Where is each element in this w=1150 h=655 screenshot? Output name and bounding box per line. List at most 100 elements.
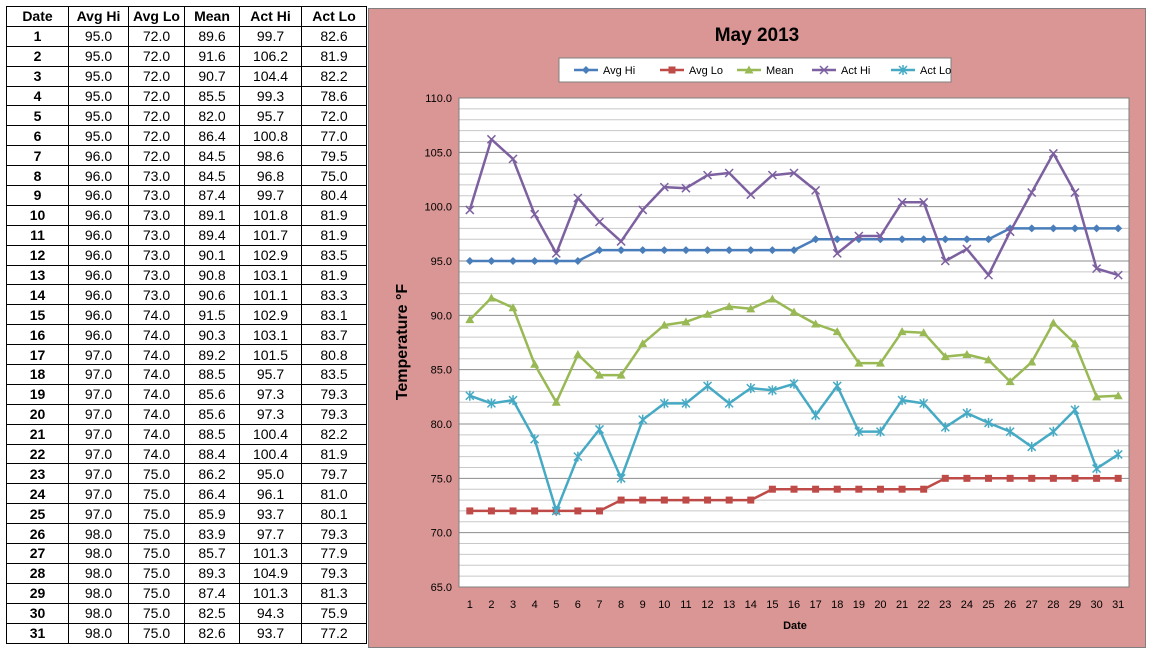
cell-avg-lo: 72.0 <box>128 125 185 147</box>
x-tick-label: 14 <box>745 599 757 611</box>
data-point <box>1114 474 1122 482</box>
cell-act-lo: 81.9 <box>301 224 367 246</box>
cell-act-lo: 78.6 <box>301 85 367 107</box>
legend-item: Act Lo <box>891 65 951 77</box>
cell-act-hi: 99.3 <box>239 85 302 107</box>
cell-mean: 88.5 <box>184 364 240 385</box>
data-point <box>530 257 539 265</box>
data-point <box>617 246 626 255</box>
data-point <box>638 205 648 215</box>
data-point <box>941 474 949 482</box>
cell-avg-hi: 96.0 <box>68 165 129 187</box>
cell-mean: 84.5 <box>184 165 240 187</box>
data-point <box>638 339 648 348</box>
table-header-row: Date Avg Hi Avg Lo Mean Act Hi Act Lo <box>6 6 367 27</box>
legend-marker <box>744 65 754 74</box>
cell-avg-lo: 74.0 <box>128 304 185 326</box>
x-tick-label: 18 <box>831 599 843 611</box>
data-point <box>940 256 950 266</box>
cell-act-hi: 101.3 <box>239 543 302 564</box>
cell-act-lo: 82.2 <box>301 65 367 87</box>
x-axis-label: Date <box>783 620 807 632</box>
cell-date: 19 <box>6 383 69 405</box>
cell-act-lo: 77.2 <box>301 622 367 644</box>
legend-marker <box>898 65 908 75</box>
legend-label: Mean <box>766 65 794 77</box>
cell-avg-lo: 74.0 <box>128 344 185 366</box>
cell-act-lo: 79.7 <box>301 463 367 485</box>
cell-act-lo: 82.2 <box>301 423 367 445</box>
data-point <box>876 485 884 493</box>
data-point <box>897 395 907 406</box>
data-point <box>724 398 734 409</box>
cell-avg-lo: 75.0 <box>128 602 185 624</box>
table-row: 15 96.0 74.0 91.5 102.9 83.1 <box>6 304 367 326</box>
data-point <box>941 235 950 244</box>
cell-date: 9 <box>6 185 69 206</box>
temperature-chart: 65.070.075.080.085.090.095.0100.0105.011… <box>394 25 1130 632</box>
data-point <box>1049 474 1057 482</box>
cell-avg-hi: 95.0 <box>68 85 129 107</box>
data-point <box>465 390 475 401</box>
cell-date: 7 <box>6 145 69 167</box>
table-row: 7 96.0 72.0 84.5 98.6 79.5 <box>6 145 367 167</box>
data-point <box>746 304 756 313</box>
table-row: 3 95.0 72.0 90.7 104.4 82.2 <box>6 65 367 87</box>
data-point <box>811 410 821 421</box>
table-row: 12 96.0 73.0 90.1 102.9 83.5 <box>6 244 367 266</box>
x-tick-label: 29 <box>1069 599 1081 611</box>
chart-title: May 2013 <box>715 25 800 46</box>
x-tick-label: 21 <box>896 599 908 611</box>
cell-mean: 85.5 <box>184 85 240 107</box>
legend-label: Act Hi <box>841 65 870 77</box>
data-point <box>1028 474 1036 482</box>
data-point <box>897 197 907 207</box>
cell-date: 17 <box>6 344 69 366</box>
data-point <box>833 235 842 244</box>
data-point <box>875 426 885 437</box>
table-row: 20 97.0 74.0 85.6 97.3 79.3 <box>6 403 367 425</box>
cell-date: 29 <box>6 582 69 604</box>
cell-mean: 89.4 <box>184 224 240 246</box>
data-point <box>486 134 496 144</box>
cell-act-lo: 83.5 <box>301 364 367 385</box>
cell-mean: 88.5 <box>184 423 240 445</box>
cell-avg-lo: 75.0 <box>128 582 185 604</box>
table-row: 19 97.0 74.0 85.6 97.3 79.3 <box>6 383 367 405</box>
data-point <box>812 485 820 493</box>
data-point <box>1092 224 1101 233</box>
data-point <box>594 370 604 379</box>
data-point <box>465 257 474 265</box>
data-point <box>638 414 648 425</box>
table-row: 26 98.0 75.0 83.9 97.7 79.3 <box>6 523 367 545</box>
series-act-hi <box>465 134 1123 280</box>
cell-act-hi: 99.7 <box>239 25 302 47</box>
cell-avg-lo: 73.0 <box>128 224 185 246</box>
data-point <box>832 380 842 391</box>
cell-mean: 86.2 <box>184 463 240 485</box>
cell-date: 12 <box>6 244 69 266</box>
cell-act-hi: 101.7 <box>239 224 302 246</box>
cell-mean: 85.9 <box>184 503 240 525</box>
cell-act-lo: 79.3 <box>301 403 367 425</box>
y-tick-label: 70.0 <box>431 528 452 540</box>
cell-avg-lo: 75.0 <box>128 463 185 485</box>
data-point <box>875 358 885 367</box>
cell-act-hi: 100.4 <box>239 443 302 465</box>
cell-act-hi: 100.8 <box>239 125 302 147</box>
data-point <box>919 328 929 337</box>
data-point <box>573 193 583 203</box>
data-point <box>833 485 841 493</box>
data-point <box>530 209 540 219</box>
cell-act-lo: 83.3 <box>301 284 367 306</box>
data-point <box>1048 318 1058 327</box>
x-tick-label: 20 <box>874 599 886 611</box>
cell-avg-hi: 97.0 <box>68 344 129 366</box>
data-point <box>767 294 777 303</box>
data-point <box>1027 224 1036 233</box>
data-point <box>983 417 994 428</box>
table-row: 9 96.0 73.0 87.4 99.7 80.4 <box>6 185 367 206</box>
data-point <box>747 496 755 504</box>
x-tick-label: 8 <box>618 599 624 611</box>
